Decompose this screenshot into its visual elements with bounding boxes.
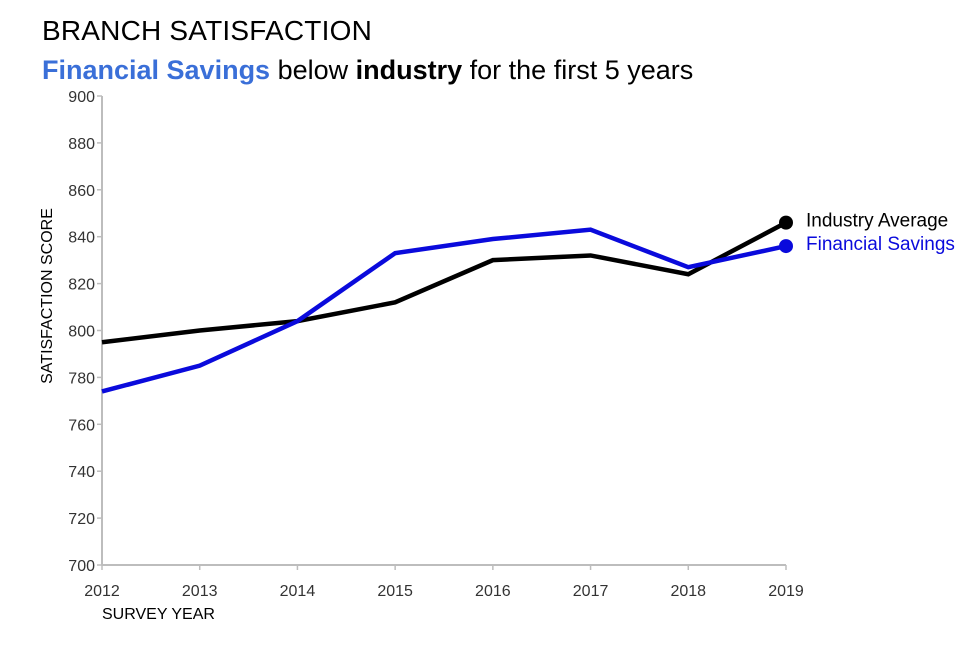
tick-labels: 700 720 740 760 780 800 820 840 860 880 900 2012 201… [68, 89, 804, 600]
x-tick-label: 2013 [182, 583, 218, 600]
y-tick-label: 700 [68, 558, 95, 575]
y-tick-label: 820 [68, 277, 95, 294]
chart-title: BRANCH SATISFACTION [42, 15, 372, 46]
subtitle-text-below: below [270, 55, 356, 85]
subtitle-highlight-financial-savings: Financial Savings [42, 55, 271, 85]
chart-axes [97, 95, 787, 570]
y-tick-label: 900 [68, 89, 95, 106]
subtitle-highlight-industry: industry [355, 55, 463, 85]
x-tick-label: 2012 [84, 583, 120, 600]
x-tick-label: 2017 [573, 583, 609, 600]
series-lines [101, 215, 793, 394]
x-tick-label: 2019 [768, 583, 804, 600]
series-label-financial-savings: Financial Savings [806, 234, 955, 255]
x-axis-title: SURVEY YEAR [102, 606, 215, 623]
y-tick-label: 780 [68, 370, 95, 387]
y-tick-label: 800 [68, 324, 95, 341]
y-tick-label: 760 [68, 417, 95, 434]
x-tick-label: 2018 [670, 583, 706, 600]
series-line-financial-savings [101, 227, 787, 394]
x-tick-label: 2014 [280, 583, 316, 600]
series-end-marker-financial-savings [779, 239, 793, 254]
y-tick-label: 840 [68, 230, 95, 247]
chart-subtitle: Financial Savings below industry for the… [42, 55, 693, 86]
y-tick-label: 880 [68, 136, 95, 153]
y-tick-label: 720 [68, 511, 95, 528]
subtitle-text-rest: for the first 5 years [462, 55, 694, 85]
x-tick-label: 2016 [475, 583, 511, 600]
series-line-industry-average [101, 220, 788, 345]
y-axis-title: SATISFACTION SCORE [39, 208, 56, 384]
y-tick-label: 860 [68, 183, 95, 200]
x-tick-label: 2015 [377, 583, 413, 600]
series-end-marker-industry-average [779, 215, 793, 230]
y-tick-label: 740 [68, 464, 95, 481]
series-label-industry-average: Industry Average [806, 211, 948, 232]
